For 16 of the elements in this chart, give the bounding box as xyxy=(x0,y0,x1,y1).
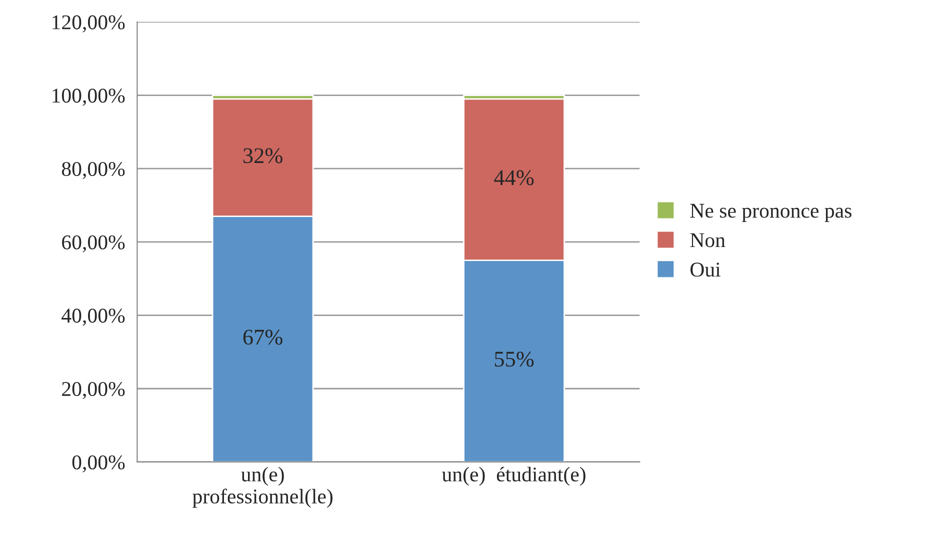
x-tick-label: un(e) professionnel(le) xyxy=(192,466,332,508)
data-label: 67% xyxy=(243,330,282,345)
y-tick-label: 20,00% xyxy=(62,382,125,400)
legend-label: Oui xyxy=(690,262,720,277)
x-tick-label: un(e) étudiant(e) xyxy=(442,466,586,486)
y-tick-label: 100,00% xyxy=(52,88,125,106)
data-label: 55% xyxy=(494,352,534,367)
y-tick-label: 120,00% xyxy=(52,15,125,32)
data-label: 32% xyxy=(244,148,282,164)
legend-label: Non xyxy=(690,233,726,248)
legend-label: Ne se prononce pas xyxy=(690,204,852,222)
y-tick-label: 0,00% xyxy=(72,455,125,472)
data-label: 44% xyxy=(494,170,534,186)
y-tick-label: 40,00% xyxy=(62,308,125,326)
y-tick-label: 60,00% xyxy=(62,235,125,252)
y-tick-label: 80,00% xyxy=(62,162,125,180)
